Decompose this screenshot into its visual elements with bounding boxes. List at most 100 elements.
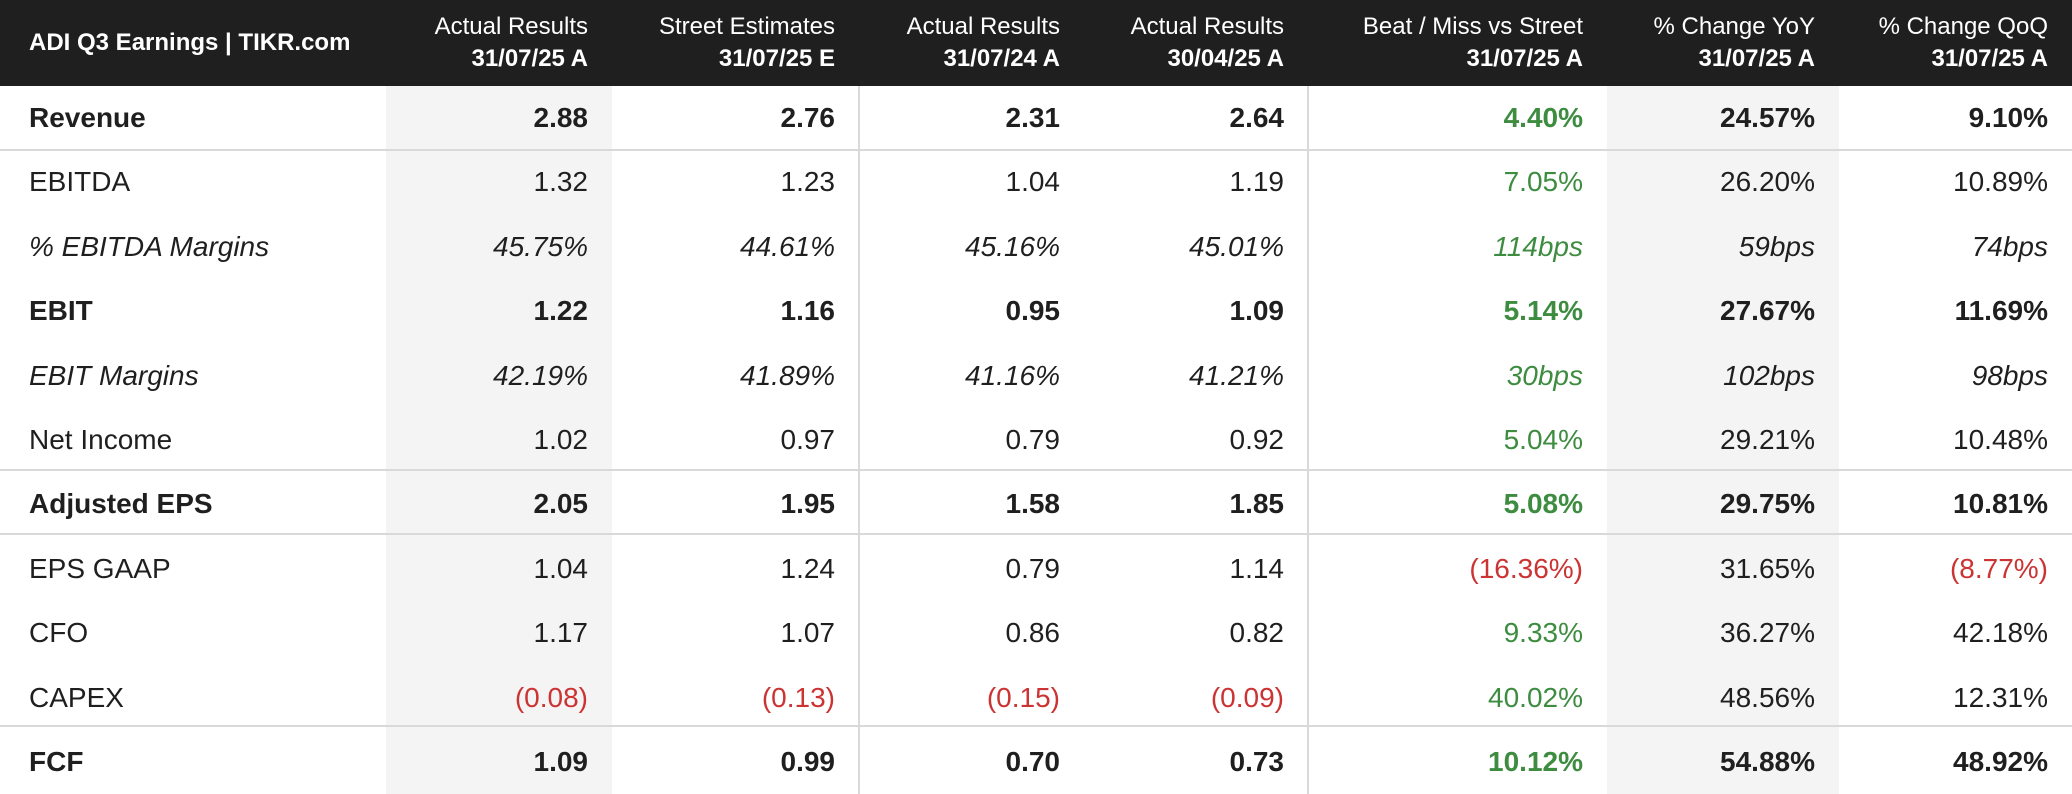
table-cell: (0.13) [761,681,835,713]
table-cell: 1.19 [1229,166,1285,198]
table-cell: 36.27% [1720,617,1815,649]
table-cell: 54.88% [1720,746,1815,777]
table-row: FCF 1.09 0.99 0.70 0.73 10.12% 54.88% 48.92% [0,730,2072,794]
table-cell: 41.21% [1189,359,1284,391]
table-cell: 30bps [1506,359,1583,391]
shaded-column-actual [386,86,612,794]
header-label: Street Estimates [658,13,835,40]
table-cell: 27.67% [1720,295,1815,327]
table-cell: 48.56% [1720,681,1815,713]
table-cell: 10.48% [1953,424,2048,455]
table-cell: 1.02 [533,424,589,455]
header-date: 31/07/25 E [718,45,835,72]
table-cell: (8.77%) [1949,552,2048,584]
table-cell: 9.33% [1503,617,1583,649]
header-date: 31/07/25 A [1931,45,2048,72]
column-divider [858,86,860,794]
table-cell: 5.04% [1503,424,1583,455]
table-cell: 40.02% [1488,681,1583,713]
table-cell: 11.69% [1954,295,2048,327]
row-label: CAPEX [29,681,124,713]
row-label: EPS GAAP [29,552,171,584]
table-cell: (0.09) [1210,681,1284,713]
table-cell: 0.95 [1005,295,1061,327]
shaded-column-yoy [1607,86,1839,794]
table-cell: (16.36%) [1469,552,1583,584]
table-cell: 1.14 [1229,552,1285,584]
row-label: Adjusted EPS [29,488,213,520]
table-cell: 0.86 [1005,617,1061,649]
table-title: ADI Q3 Earnings | TIKR.com [29,29,351,56]
table-cell: 44.61% [740,230,835,262]
header-cell: Actual Results 31/07/25 A [386,0,612,86]
table-cell: 42.18% [1953,617,2048,649]
table-cell: 0.79 [1005,552,1061,584]
table-cell: 2.05 [533,488,589,520]
table-cell: 0.79 [1005,424,1061,455]
table-cell: 26.20% [1720,166,1815,198]
table-cell: (0.15) [986,681,1060,713]
row-label: FCF [29,746,84,777]
header-date: 31/07/25 A [1698,45,1815,72]
table-cell: 0.92 [1229,424,1285,455]
table-cell: 0.82 [1229,617,1285,649]
row-label: Revenue [29,102,146,133]
table-cell: 41.16% [965,359,1060,391]
table-cell: 7.05% [1503,166,1583,198]
table-cell: 12.31% [1953,681,2048,713]
table-cell: 29.21% [1720,424,1815,455]
header-brand-cell: ADI Q3 Earnings | TIKR.com [0,0,386,86]
table-row: EBIT 1.22 1.16 0.95 1.09 5.14% 27.67% 11.69% [0,279,2072,343]
table-cell: 0.73 [1229,746,1285,777]
table-cell: (0.08) [514,681,588,713]
table-cell: 5.08% [1503,488,1583,520]
table-row: CFO 1.17 1.07 0.86 0.82 9.33% 36.27% 42.18% [0,601,2072,665]
row-label: EBIT [29,295,93,327]
table-cell: 10.81% [1953,488,2048,520]
table-cell: 31.65% [1720,552,1815,584]
header-cell: Street Estimates 31/07/25 E [612,0,859,86]
table-cell: 45.01% [1189,230,1284,262]
table-cell: 1.24 [780,552,836,584]
table-cell: 1.04 [1005,166,1061,198]
table-cell: 102bps [1723,359,1815,391]
row-label: EBITDA [29,166,131,198]
table-cell: 45.16% [965,230,1060,262]
table-cell: 1.09 [533,746,589,777]
row-label: EBIT Margins [29,359,199,391]
table-cell: 48.92% [1953,746,2048,777]
table-cell: 0.97 [780,424,836,455]
header-label: Actual Results [434,13,588,40]
header-cell: Beat / Miss vs Street 31/07/25 A [1308,0,1607,86]
table-header: ADI Q3 Earnings | TIKR.com Actual Result… [0,0,2072,86]
row-divider [0,469,2072,471]
table-cell: 42.19% [493,359,588,391]
row-label: % EBITDA Margins [29,230,270,262]
table-cell: 24.57% [1720,102,1815,133]
header-cell: Actual Results 31/07/24 A [859,0,1084,86]
table-cell: 2.76 [780,102,836,133]
row-divider [0,533,2072,535]
table-cell: 1.95 [780,488,836,520]
header-label: Actual Results [906,13,1060,40]
table-cell: 1.09 [1229,295,1285,327]
table-row: Revenue 2.88 2.76 2.31 2.64 4.40% 24.57% 9.10% [0,86,2072,150]
header-cell: % Change QoQ 31/07/25 A [1839,0,2072,86]
header-label: Actual Results [1130,13,1284,40]
table-cell: 1.85 [1229,488,1285,520]
table-cell: 1.23 [780,166,836,198]
table-cell: 98bps [1971,359,2048,391]
row-label: CFO [29,617,89,649]
table-cell: 114bps [1493,230,1583,262]
table-row: Net Income 1.02 0.97 0.79 0.92 5.04% 29.21% 10.… [0,408,2072,472]
table-cell: 59bps [1738,230,1815,262]
table-cell: 1.58 [1005,488,1061,520]
header-date: 30/04/25 A [1167,45,1284,72]
row-divider [0,149,2072,151]
table-cell: 4.40% [1503,102,1583,133]
table-cell: 45.75% [493,230,588,262]
table-cell: 9.10% [1968,102,2048,133]
table-cell: 1.32 [533,166,589,198]
header-cell: Actual Results 30/04/25 A [1084,0,1308,86]
